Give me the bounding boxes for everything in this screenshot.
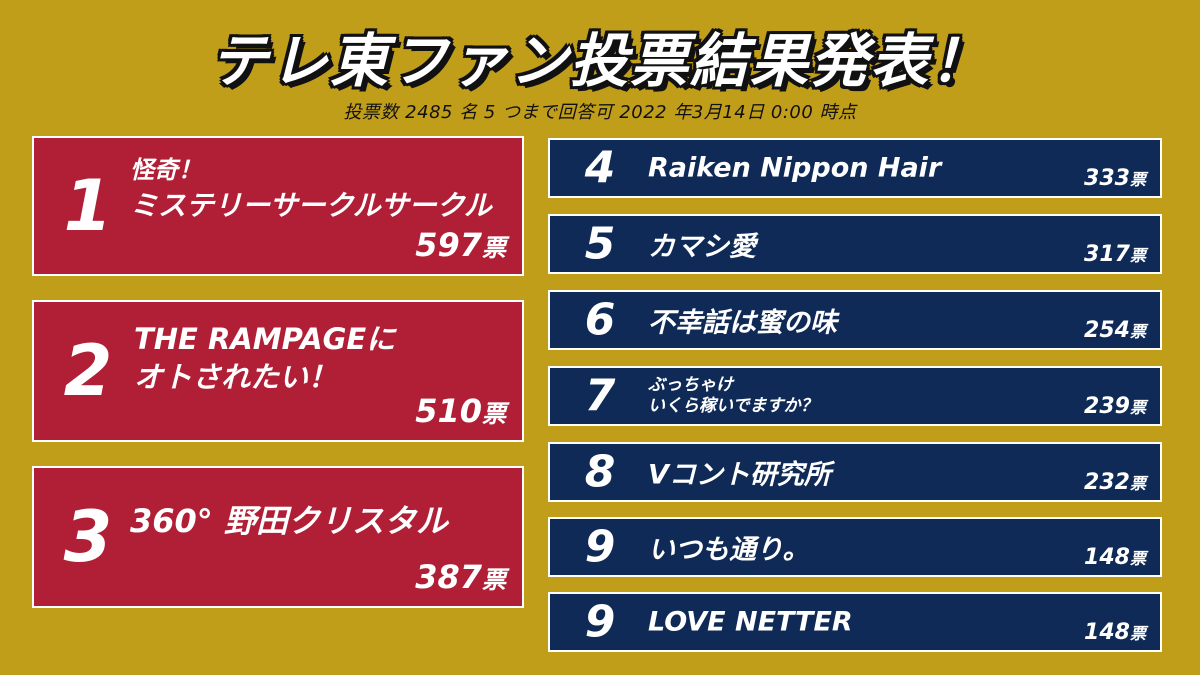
program-name-line1: 360° 野田クリスタル [130,502,448,540]
rank-card-1: 1 怪奇！ ミステリーサークルサークル 597票 [32,136,524,276]
rank-row-9b: 9 LOVE NETTER 148票 [548,592,1162,652]
rank-number: 8 [584,446,616,498]
vote-info: 投票数 2485 名 5 つまで回答可 2022 年3月14日 0:00 時点 [343,102,857,123]
program-name: Raiken Nippon Hair [648,152,942,184]
program-name: 不幸話は蜜の味 [648,307,837,339]
rank-number: 9 [584,596,616,648]
rank-row-5: 5 カマシ愛 317票 [548,214,1162,274]
program-name-line2: ミステリーサークルサークル [130,189,492,222]
vote-count: 148票 [1084,620,1146,645]
program-name: ぶっちゃけ いくら稼いでますか？ [648,375,818,416]
rank-row-6: 6 不幸話は蜜の味 254票 [548,290,1162,350]
rank-card-2: 2 THE RAMPAGEに オトされたい！ 510票 [32,300,524,442]
rank-number: 4 [584,142,616,194]
page-title: テレ東ファン投票結果発表！ [209,27,990,95]
program-name: いつも通り。 [648,534,810,566]
vote-count: 254票 [1084,318,1146,343]
program-name: Vコント研究所 [648,459,831,491]
vote-count: 317票 [1084,242,1146,267]
vote-count: 597票 [415,226,506,264]
program-name: LOVE NETTER [648,606,853,638]
program-name: カマシ愛 [648,231,756,263]
rank-row-9a: 9 いつも通り。 148票 [548,517,1162,577]
rank-number: 9 [584,521,616,573]
program-name-line1: 怪奇！ [130,156,202,184]
vote-count: 510票 [415,392,506,430]
rank-number: 1 [63,165,113,247]
vote-count: 148票 [1084,545,1146,570]
vote-count: 239票 [1084,394,1146,419]
rank-row-8: 8 Vコント研究所 232票 [548,442,1162,502]
vote-count: 333票 [1084,166,1146,191]
program-name-line1: THE RAMPAGEに [134,322,396,356]
rank-card-3: 3 360° 野田クリスタル 387票 [32,466,524,608]
rank-row-7: 7 ぶっちゃけ いくら稼いでますか？ 239票 [548,366,1162,426]
rank-number: 2 [63,330,113,412]
rank-number: 3 [63,496,113,578]
vote-count: 232票 [1084,470,1146,495]
rank-number: 6 [584,294,616,346]
vote-count: 387票 [415,558,506,596]
rank-row-4: 4 Raiken Nippon Hair 333票 [548,138,1162,198]
rank-number: 5 [584,218,616,270]
rank-number: 7 [584,370,616,422]
program-name-line2: オトされたい！ [134,360,338,394]
